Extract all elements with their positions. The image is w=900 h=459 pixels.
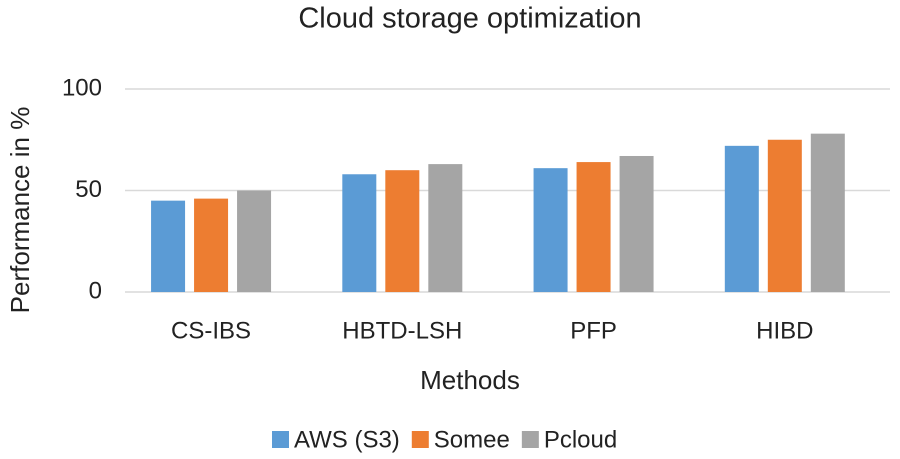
x-axis-label: Methods <box>420 365 520 395</box>
bar <box>342 174 377 292</box>
bar <box>385 170 420 292</box>
legend-swatch <box>272 431 289 448</box>
chart-title: Cloud storage optimization <box>298 3 641 35</box>
bar <box>533 168 568 292</box>
x-tick-label: PFP <box>570 317 617 344</box>
legend-label: AWS (S3) <box>294 426 400 453</box>
y-tick-label: 50 <box>75 176 102 203</box>
bar <box>428 164 463 292</box>
y-tick-label: 0 <box>89 277 102 304</box>
bar <box>619 155 654 292</box>
x-tick-label: CS-IBS <box>171 317 251 344</box>
bar <box>576 162 611 292</box>
bar <box>194 198 229 292</box>
bar <box>151 200 186 292</box>
legend-swatch <box>521 431 539 448</box>
legend-swatch <box>411 431 429 448</box>
x-tick-label: HBTD-LSH <box>342 317 462 344</box>
x-tick-label: HIBD <box>756 317 813 344</box>
bar <box>810 133 845 292</box>
y-tick-label: 100 <box>62 74 102 101</box>
legend-label: Pcloud <box>544 426 617 453</box>
bar <box>724 145 759 292</box>
y-axis-label: Performance in % <box>5 107 35 314</box>
bar <box>237 190 272 292</box>
bar <box>767 139 802 292</box>
legend-label: Somee <box>434 426 510 453</box>
